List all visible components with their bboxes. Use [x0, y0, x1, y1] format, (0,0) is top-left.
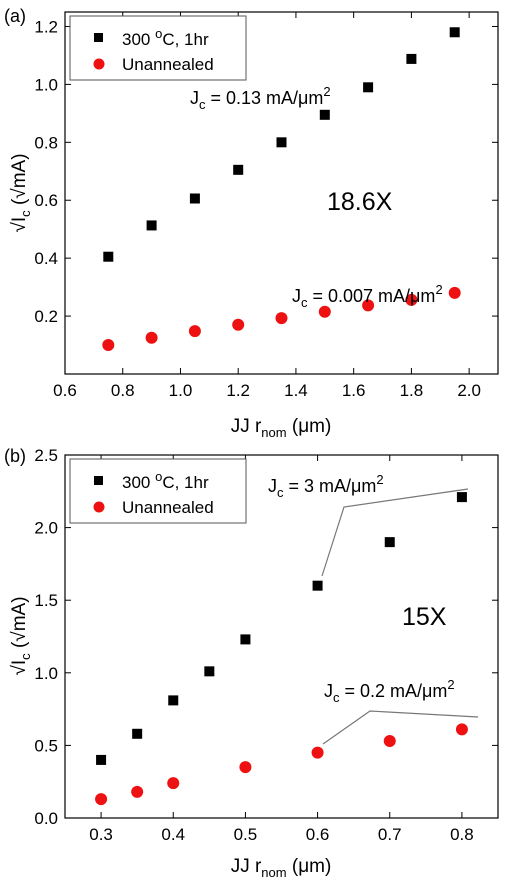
panel-a-annealed-point: [189, 193, 200, 204]
panel-a-unannealed-point: [275, 312, 288, 325]
panel-a-x-tick-label: 1.8: [400, 381, 424, 400]
panel-a-x-tick-label: 1.0: [169, 381, 193, 400]
panel-a-x-tick-label: 2.0: [457, 381, 481, 400]
panel-b-annealed-point: [456, 492, 467, 503]
panel-b-data-points: [95, 492, 468, 806]
panel-b-y-tick-label: 2.5: [34, 446, 58, 465]
panel-a-plot-frame: [64, 11, 499, 375]
panel-a-unannealed-point: [405, 293, 418, 306]
panel-b-x-tick-label: 0.4: [161, 825, 185, 844]
panel-a-unannealed-point: [145, 331, 158, 344]
panel-b-jc-annealed: Jc = 3 mA/μm2: [268, 472, 384, 500]
panel-a-x-tick-label: 0.6: [53, 381, 77, 400]
panel-a-x-tick-label: 1.2: [226, 381, 250, 400]
panel-a-unannealed-point: [318, 305, 331, 318]
panel-b-x-tick-label: 0.6: [306, 825, 330, 844]
panel-b-legend-circle-marker: [93, 501, 105, 513]
panel-b-unannealed-point: [167, 777, 180, 790]
panel-a-jc-annealed: Jc = 0.13 mA/μm2: [190, 84, 331, 112]
panel-b-unannealed-point: [239, 761, 252, 774]
panel-b-annealed-leader-line: [321, 488, 469, 577]
panel-b-unannealed-point: [311, 746, 324, 759]
panel-a-annealed-point: [276, 137, 287, 148]
panel-b-annealed-point: [204, 666, 215, 677]
panel-a-y-tick-label: 1.2: [34, 17, 58, 36]
panel-b-annealed-point: [96, 754, 107, 765]
panel-a-ratio: 18.6X: [327, 188, 393, 216]
panel-b-x-tick-label: 0.8: [450, 825, 474, 844]
panel-a-legend: 300 oC, 1hr Unannealed: [69, 15, 247, 81]
panel-b-unannealed-point: [455, 723, 468, 736]
panel-a-x-tick-label: 1.4: [284, 381, 308, 400]
panel-a-y-tick-labels: 0.2 0.4 0.6 0.8 1.0 1.2: [34, 17, 58, 326]
panel-b-legend-unannealed: Unannealed: [122, 498, 214, 517]
panel-a-unannealed-point: [188, 325, 201, 338]
panel-a-unannealed-point: [448, 286, 461, 299]
panel-b-y-tick-labels: 0.0 0.5 1.0 1.5 2.0 2.5: [34, 446, 58, 828]
panel-a-unannealed-point: [102, 339, 115, 352]
panel-a-x-tick-labels: 0.6 0.8 1.0 1.2 1.4 1.6 1.8 2.0: [53, 381, 481, 400]
panel-a-data-points: [102, 27, 461, 352]
panel-b-x-tick-label: 0.3: [89, 825, 113, 844]
panel-a-annealed-point: [406, 53, 417, 64]
panel-a-legend-annealed: 300 oC, 1hr: [122, 26, 209, 49]
panel-b-y-axis-label: √Ic (√mA): [9, 596, 33, 675]
panel-a-annealed-point: [233, 164, 244, 175]
panel-a-ticks: [64, 12, 498, 374]
panel-a-legend-unannealed: Unannealed: [122, 55, 214, 74]
panel-b-annealed-point: [240, 634, 251, 645]
panel-b-x-tick-label: 0.5: [234, 825, 258, 844]
panel-b: (b) 0.00.51.01.52.02.5 0.3 0.4 0.5 0.6 0.7 0.…: [4, 446, 499, 880]
panel-a-annealed-point: [363, 82, 374, 93]
panel-a-legend-square-marker: [94, 33, 103, 42]
panel-b-y-tick-label: 1.0: [34, 664, 58, 683]
panel-a-legend-circle-marker: [93, 58, 105, 70]
panel-b-legend: 300 oC, 1hr Unannealed: [69, 458, 247, 524]
panel-b-unannealed-point: [131, 785, 144, 798]
panel-b-unannealed-point: [383, 735, 396, 748]
panel-b-unannealed-leader-line: [322, 710, 479, 745]
panel-a: (a) 0.2 0.4 0.6 0.8 1.0 1.2 0.6 0.8 1.0 1.2 1.4 1.…: [4, 6, 499, 440]
panel-a-y-axis-label: √Ic (√mA): [9, 153, 33, 232]
panel-a-y-tick-label: 0.8: [34, 133, 58, 152]
panel-b-ratio: 15X: [402, 603, 447, 631]
panel-b-y-tick-label: 0.0: [34, 809, 58, 828]
panel-b-legend-annealed: 300 oC, 1hr: [122, 469, 209, 492]
panel-a-y-tick-label: 0.6: [34, 191, 58, 210]
panel-a-annealed-point: [146, 220, 157, 231]
panel-b-label: (b): [4, 446, 26, 466]
panel-a-y-tick-label: 0.2: [34, 307, 58, 326]
panel-a-label: (a): [4, 6, 26, 26]
panel-b-annealed-point: [132, 728, 143, 739]
panel-b-annealed-point: [312, 580, 323, 591]
panel-b-jc-unannealed: Jc = 0.2 mA/μm2: [324, 677, 455, 705]
panel-b-y-tick-label: 2.0: [34, 519, 58, 538]
panel-b-y-tick-label: 1.5: [34, 591, 58, 610]
panel-a-jc-unannealed: Jc = 0.007 mA/μm2: [292, 282, 443, 310]
panel-a-unannealed-point: [362, 299, 375, 312]
panel-a-x-tick-label: 1.6: [342, 381, 366, 400]
panel-b-x-tick-label: 0.7: [378, 825, 402, 844]
panel-a-unannealed-point: [232, 318, 245, 331]
panel-a-y-tick-label: 1.0: [34, 75, 58, 94]
panel-b-annealed-point: [168, 695, 179, 706]
panel-a-annealed-point: [449, 27, 460, 38]
panel-b-unannealed-point: [95, 793, 108, 806]
panel-a-x-axis-label: JJ rnom (μm): [231, 416, 332, 440]
panel-a-x-tick-label: 0.8: [111, 381, 135, 400]
panel-a-annealed-point: [319, 109, 330, 120]
panel-b-y-tick-label: 0.5: [34, 736, 58, 755]
panel-b-plot-frame: [64, 454, 499, 819]
panel-a-annealed-point: [103, 251, 114, 262]
panel-b-x-axis-label: JJ rnom (μm): [231, 856, 332, 880]
panel-b-x-tick-labels: 0.3 0.4 0.5 0.6 0.7 0.8: [89, 825, 473, 844]
panel-b-annealed-point: [384, 537, 395, 548]
panel-b-legend-square-marker: [94, 476, 103, 485]
panel-a-y-tick-label: 0.4: [34, 249, 58, 268]
